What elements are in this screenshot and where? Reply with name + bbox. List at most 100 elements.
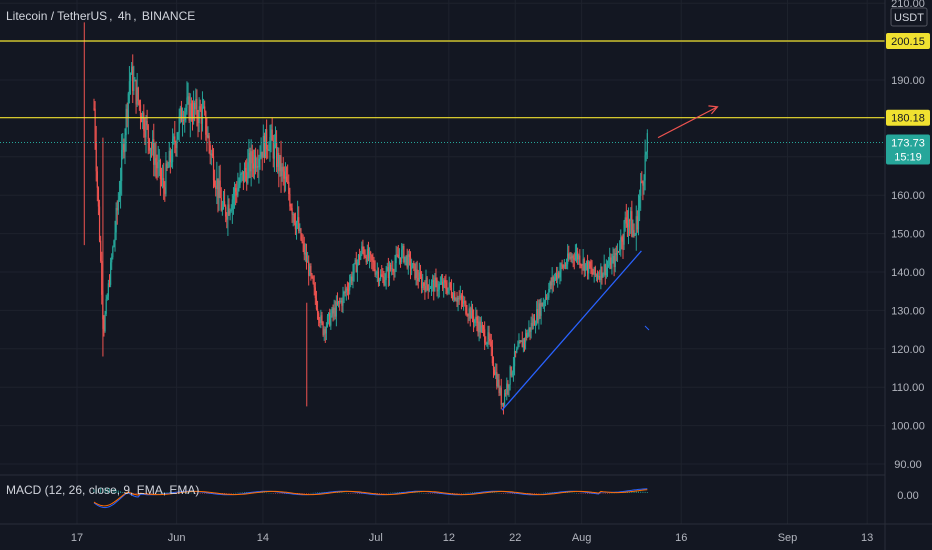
candle-body [508,384,510,389]
candle-body [438,283,440,290]
candle-body [405,255,407,257]
candle-body [332,308,334,314]
candle-body [356,262,358,273]
candle-body [469,308,471,319]
macd-bar [157,492,159,494]
projection-arrow[interactable] [657,105,719,139]
candle-body [227,204,229,220]
macd-bar [381,493,383,494]
candle-body [500,387,502,405]
candle-body [144,130,146,138]
macd-bar [339,492,341,493]
candle-body [602,273,604,278]
macd-bar [232,492,234,494]
candle-body [614,253,616,268]
candle-body [339,301,341,303]
candle-body [208,135,210,146]
trend-line[interactable] [501,250,642,411]
candle-body [583,258,585,272]
candle-body [352,273,354,281]
plot-area[interactable] [0,0,885,524]
candle-body [412,263,414,269]
symbol-info[interactable]: Litecoin / TetherUS, 4h, BINANCE [6,9,197,23]
price-tick-label: 190.00 [891,75,925,87]
candle-body [475,316,477,320]
candle-body [589,261,591,268]
macd-bar [188,492,190,494]
candle-body [645,151,647,155]
candle-body [97,187,100,207]
macd-bar [279,493,281,494]
candle-body [402,246,404,250]
candle-body [415,269,417,279]
price-scale[interactable]: 90.00 100.00 110.00 120.00 130.00 140.00 150.0… [891,0,925,471]
time-tick-label: 22 [509,532,521,544]
stray-mark [644,325,650,331]
candle-body [519,341,521,343]
macd-bar [551,492,553,493]
candle-body [442,281,444,289]
candle-body [613,255,615,268]
macd-bar [637,491,639,493]
candle-body [636,216,638,230]
candle-body [359,254,361,260]
candle-body [456,300,458,302]
time-tick-label: Aug [572,532,592,544]
candle-body [509,366,511,385]
candle-body [436,279,438,292]
macd-bar [115,489,117,493]
macd-bar [228,493,230,494]
candle-body [294,222,297,230]
separator: , [133,9,137,23]
candle-body [558,272,560,278]
candle-body [523,339,526,343]
candle-body [422,282,424,289]
candle-body [413,263,415,265]
macd-bar [310,492,312,494]
candle-body [513,351,516,367]
symbol-name[interactable]: Litecoin / TetherUS [6,9,108,23]
price-tick-label: 160.00 [891,190,925,202]
candle-body [270,129,272,137]
candle-body [176,139,178,149]
candle-body [193,102,195,120]
candle-body [346,288,349,291]
candle-body [487,332,489,343]
time-scale[interactable]: 17 Jun 14 Jul 12 22 Aug 16 Sep 13 [71,532,873,544]
candle-body [554,273,557,278]
candle-body [570,257,572,259]
candle-body [303,243,305,255]
macd-bar [394,492,396,493]
candle-body [453,292,455,300]
candle-body [163,178,165,188]
candle-body [443,280,445,289]
candle-body [538,303,540,321]
macd-bar [600,493,602,494]
candle-body [329,312,331,326]
macd-bar [533,493,535,494]
candle-body [218,180,220,198]
candle-body [320,315,322,324]
interval[interactable]: 4h [117,9,132,23]
candle-body [284,176,287,179]
candle-body [516,348,518,353]
candle-body [194,102,196,109]
candle-body [285,176,288,182]
price-tick-label: 120.00 [891,344,925,356]
candle-body [331,308,333,316]
candle-body [627,220,630,228]
macd-legend[interactable]: MACD (12, 26, close, 9, EMA, EMA) [6,483,200,497]
candle-body [167,167,169,169]
candle-body [610,257,612,269]
macd-bar [336,492,338,493]
candle-body [146,120,148,126]
macd-bar [642,491,644,493]
candle-body [350,276,352,283]
candle-body [599,276,601,280]
candle-body [297,217,299,223]
candle-body [644,154,646,181]
currency-badge[interactable] [890,7,928,27]
macd-bar [529,493,531,494]
candle-body [637,207,640,230]
